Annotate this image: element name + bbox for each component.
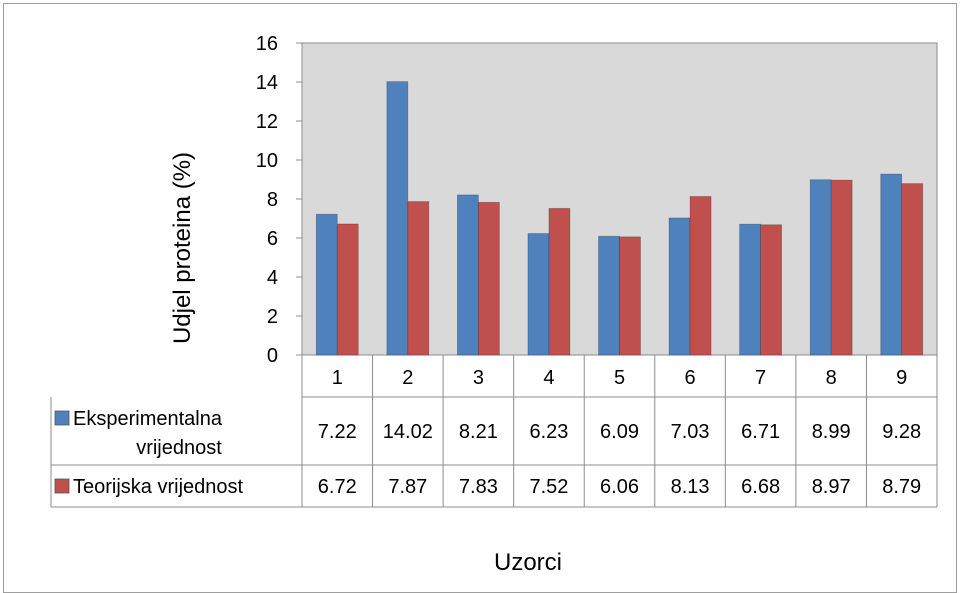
x-axis-title: Uzorci [494, 549, 562, 576]
y-tick-label: 4 [267, 267, 278, 289]
data-label: 6.23 [529, 421, 568, 443]
legend-label: Eksperimentalna [73, 408, 223, 430]
data-label: 7.87 [388, 476, 427, 498]
data-label: 8.21 [459, 421, 498, 443]
data-label: 7.03 [671, 421, 710, 443]
data-label: 9.28 [882, 421, 921, 443]
data-table: 1 2 3 4 5 6 7 8 9 Eksperimentalna vrijednost 7.22 14… [50, 355, 938, 508]
plot-area: 0 2 4 6 8 10 12 14 16 [256, 33, 938, 367]
data-label: 7.22 [318, 421, 357, 443]
data-label: 7.52 [529, 476, 568, 498]
data-label: 8.13 [671, 476, 710, 498]
category-label: 2 [402, 367, 413, 389]
bar-experimental [598, 235, 620, 356]
bar-theoretical [830, 179, 853, 356]
bar-theoretical [619, 236, 641, 356]
category-label: 5 [614, 367, 625, 389]
y-axis-title: Udjel proteina (%) [169, 152, 196, 344]
y-tick-label: 0 [267, 345, 278, 367]
y-tick-label: 2 [267, 306, 278, 328]
y-tick-label: 14 [256, 72, 278, 94]
bar-experimental [386, 81, 409, 356]
bar-theoretical [901, 183, 924, 356]
data-label: 6.72 [318, 476, 357, 498]
bar-theoretical [477, 201, 500, 356]
bar-experimental [527, 233, 550, 356]
y-tick-label: 12 [256, 111, 278, 133]
data-label: 8.97 [812, 476, 851, 498]
category-label: 8 [826, 367, 837, 389]
bar-experimental [456, 194, 479, 356]
data-label: 6.06 [600, 476, 639, 498]
legend-label: Teorijska vrijednost [73, 476, 244, 498]
data-label: 14.02 [383, 421, 433, 443]
data-label: 8.79 [882, 476, 921, 498]
bar-experimental [880, 173, 903, 356]
category-label: 4 [543, 367, 554, 389]
bar-experimental [315, 213, 338, 356]
bar-theoretical [336, 223, 359, 356]
bar-theoretical [760, 224, 783, 356]
bar-experimental [739, 223, 762, 356]
category-label: 7 [755, 367, 766, 389]
category-label: 3 [473, 367, 484, 389]
bar-experimental [668, 217, 691, 356]
category-label: 6 [684, 367, 695, 389]
y-tick-label: 8 [267, 189, 278, 211]
bar-experimental [809, 179, 832, 356]
data-label: 6.09 [600, 421, 639, 443]
data-label: 7.83 [459, 476, 498, 498]
y-tick-label: 10 [256, 150, 278, 172]
y-tick-label: 16 [256, 33, 278, 55]
y-tick-label: 6 [267, 228, 278, 250]
legend-label: vrijednost [136, 437, 222, 459]
bar-theoretical [548, 207, 571, 356]
data-label: 6.71 [741, 421, 780, 443]
legend-key-theoretical [54, 478, 70, 494]
category-label: 1 [332, 367, 343, 389]
bar-theoretical [689, 196, 712, 356]
bar-theoretical [407, 201, 430, 356]
data-label: 8.99 [812, 421, 851, 443]
category-label: 9 [896, 367, 907, 389]
legend-key-experimental [54, 410, 70, 426]
data-label: 6.68 [741, 476, 780, 498]
